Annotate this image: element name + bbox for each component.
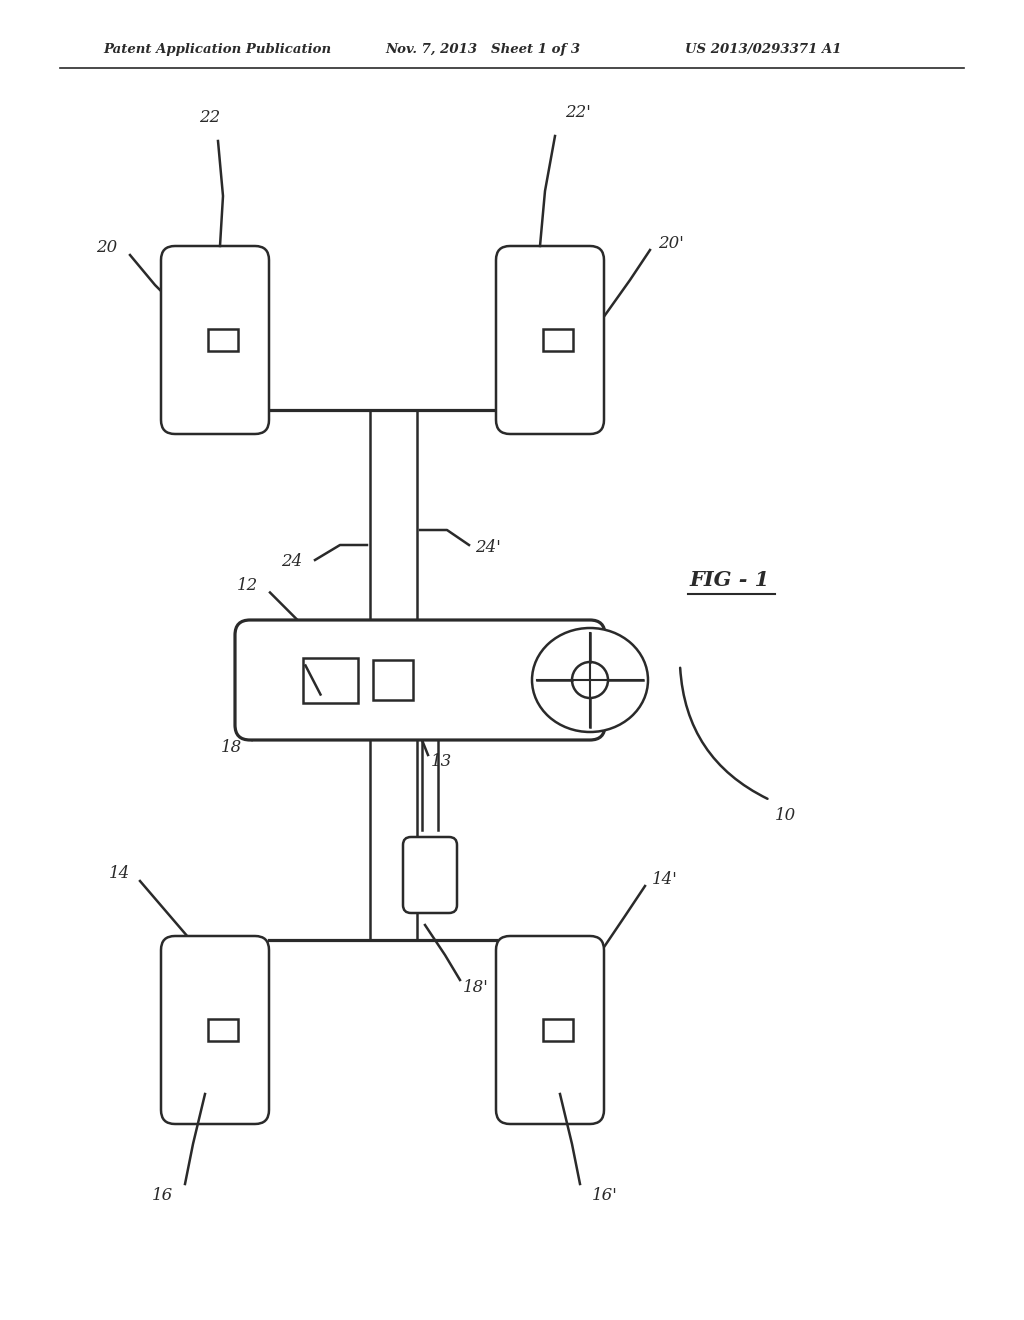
Text: 18': 18' (463, 978, 488, 995)
Text: FIG - 1: FIG - 1 (690, 570, 770, 590)
Bar (373, 660, 413, 700)
Text: 18: 18 (221, 739, 242, 756)
Text: 24': 24' (475, 539, 501, 556)
Bar (302, 657, 357, 702)
FancyBboxPatch shape (403, 837, 457, 913)
Text: 14': 14' (652, 871, 678, 888)
Text: 13: 13 (431, 754, 453, 771)
Text: 14: 14 (109, 866, 130, 883)
Circle shape (572, 663, 608, 698)
Bar (543, 329, 573, 351)
Text: 22': 22' (565, 104, 591, 121)
Text: 16: 16 (152, 1188, 173, 1204)
Bar (543, 1019, 573, 1041)
Text: 24: 24 (281, 553, 302, 570)
Ellipse shape (532, 628, 648, 733)
Text: 16': 16' (592, 1188, 617, 1204)
Bar (208, 1019, 238, 1041)
FancyBboxPatch shape (496, 936, 604, 1125)
Text: 20': 20' (658, 235, 684, 252)
FancyBboxPatch shape (161, 246, 269, 434)
FancyBboxPatch shape (161, 936, 269, 1125)
Text: US 2013/0293371 A1: US 2013/0293371 A1 (685, 44, 842, 57)
Text: 20: 20 (96, 239, 117, 256)
FancyBboxPatch shape (234, 620, 605, 741)
Text: 12: 12 (237, 577, 258, 594)
Text: 10: 10 (775, 807, 797, 824)
Bar (208, 329, 238, 351)
Text: Nov. 7, 2013   Sheet 1 of 3: Nov. 7, 2013 Sheet 1 of 3 (385, 44, 581, 57)
Text: Patent Application Publication: Patent Application Publication (103, 44, 331, 57)
FancyBboxPatch shape (496, 246, 604, 434)
Text: 22: 22 (200, 110, 220, 125)
